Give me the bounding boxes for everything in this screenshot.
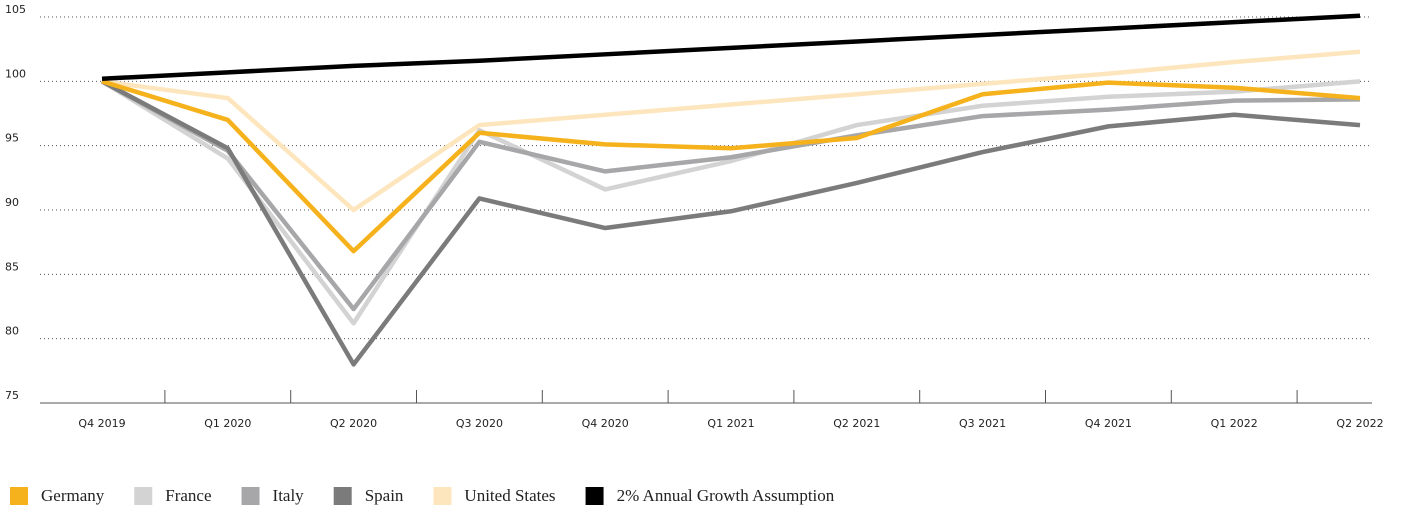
legend-swatch: [10, 487, 28, 505]
x-tick-label: Q2 2021: [833, 417, 880, 430]
legend-swatch: [333, 487, 352, 505]
series-line: [100, 79, 1361, 312]
y-tick-label: 105: [5, 3, 26, 16]
x-tick-label: Q3 2020: [456, 417, 503, 430]
x-tick-label: Q1 2022: [1211, 417, 1258, 430]
x-tick-label: Q4 2020: [582, 417, 629, 430]
y-tick-label: 100: [5, 67, 26, 80]
legend-label: Spain: [365, 486, 404, 505]
y-tick-label: 75: [5, 389, 19, 402]
legend-swatch: [241, 487, 260, 505]
legend-label: United States: [464, 486, 555, 505]
series-line: [100, 79, 1361, 326]
series-line: [100, 79, 1361, 367]
x-tick-label: Q1 2020: [204, 417, 251, 430]
x-tick-label: Q2 2022: [1336, 417, 1383, 430]
x-tick-label: Q4 2019: [78, 417, 125, 430]
x-tick-label: Q3 2021: [959, 417, 1006, 430]
legend-label: Germany: [41, 486, 105, 505]
legend-label: 2% Annual Growth Assumption: [617, 486, 835, 505]
series-line: [101, 49, 1361, 213]
series-line: [101, 79, 1361, 254]
y-tick-label: 85: [5, 260, 19, 273]
legend-label: Italy: [273, 486, 305, 505]
legend-swatch: [134, 487, 153, 505]
x-tick-label: Q4 2021: [1085, 417, 1132, 430]
legend-swatch: [433, 487, 452, 505]
legend-label: France: [165, 486, 211, 505]
x-tick-label: Q1 2021: [707, 417, 754, 430]
y-tick-label: 90: [5, 196, 19, 209]
y-tick-label: 95: [5, 132, 19, 145]
legend-swatch: [585, 487, 604, 505]
series-line: [101, 13, 1361, 82]
y-tick-label: 80: [5, 325, 19, 338]
x-tick-label: Q2 2020: [330, 417, 377, 430]
